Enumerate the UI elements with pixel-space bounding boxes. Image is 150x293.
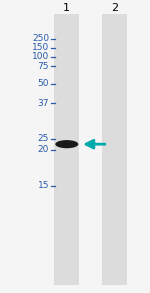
Text: 250: 250 [32,34,49,43]
Text: 20: 20 [38,146,49,154]
Text: 150: 150 [32,43,49,52]
Text: 2: 2 [111,3,118,13]
Text: 75: 75 [38,62,49,71]
Text: 1: 1 [63,3,70,13]
Text: 100: 100 [32,52,49,61]
Text: 15: 15 [38,181,49,190]
Text: 25: 25 [38,134,49,143]
Ellipse shape [55,140,78,148]
Bar [102,14,127,285]
Text: 37: 37 [38,99,49,108]
Text: 50: 50 [38,79,49,88]
Bar [54,14,80,285]
